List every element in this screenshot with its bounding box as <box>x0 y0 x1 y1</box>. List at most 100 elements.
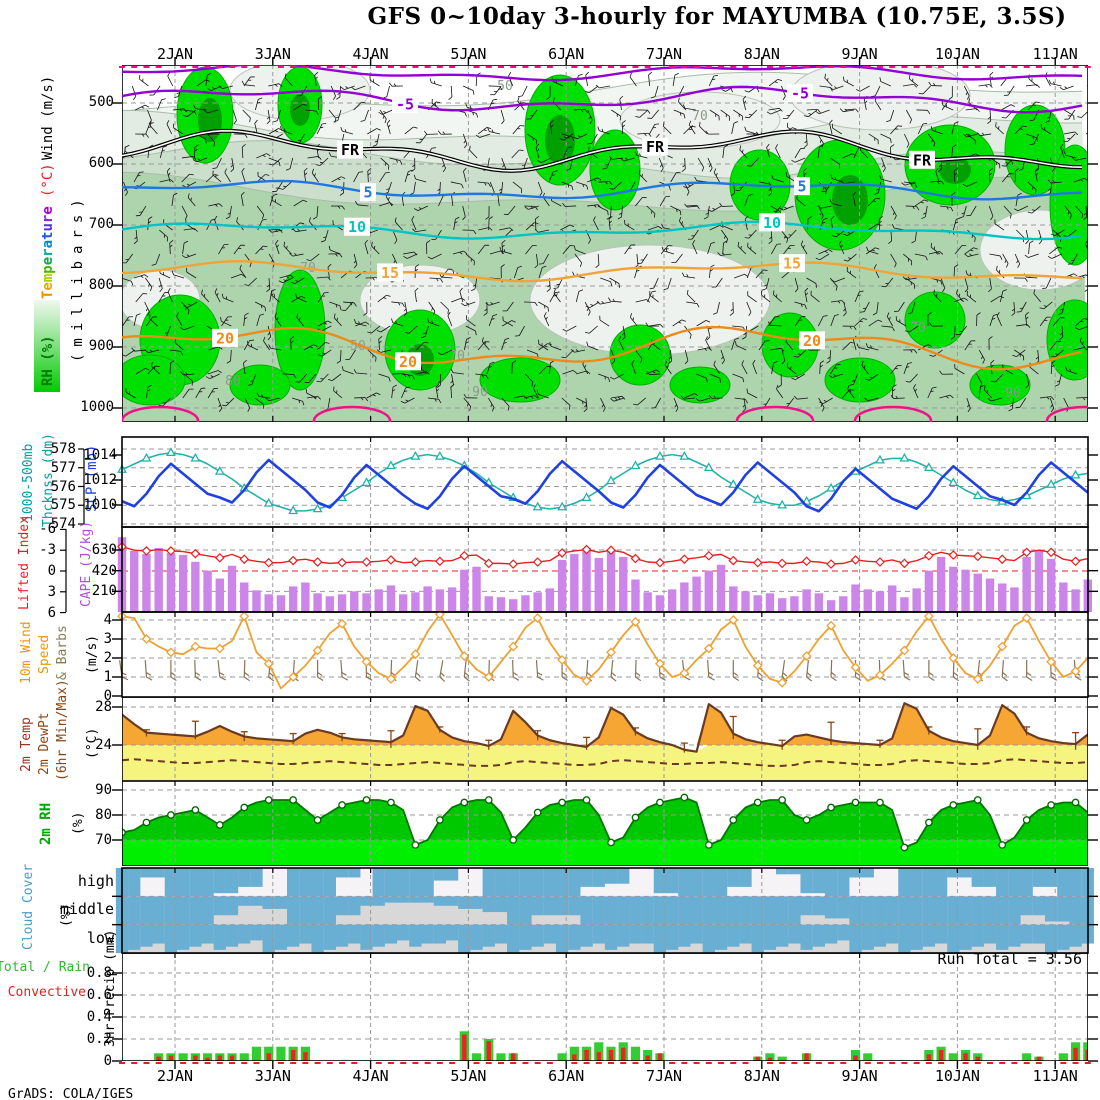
svg-text:FR: FR <box>913 151 932 169</box>
pressure-tick-label: 500 <box>88 94 114 110</box>
wind10m-label-2: Speed <box>37 634 52 674</box>
date-label-top: 7JAN <box>645 45 683 63</box>
precip-tick-label: 0 <box>103 1053 112 1069</box>
svg-text:80: 80 <box>225 374 241 389</box>
upper-wind-barbs <box>122 71 1088 413</box>
date-label-bottom: 6JAN <box>548 1067 585 1085</box>
temperature-letter: e <box>40 206 56 215</box>
svg-text:-5: -5 <box>791 85 809 103</box>
temp-tick-label: 24 <box>95 737 112 753</box>
cape-tick-label: 420 <box>91 562 117 579</box>
date-label-bottom: 8JAN <box>743 1067 780 1085</box>
svg-text:FR: FR <box>646 138 665 156</box>
wind10m-panel <box>117 609 1089 698</box>
slp-tick-label: 1014 <box>83 447 117 463</box>
svg-text:15: 15 <box>381 264 399 282</box>
cloud-cover-label: Cloud Cover <box>21 863 36 950</box>
slp-thickness-panel <box>117 436 1089 528</box>
svg-text:70: 70 <box>692 109 708 124</box>
svg-text:90: 90 <box>472 385 488 400</box>
temperature-letter: r <box>40 248 56 257</box>
svg-text:70: 70 <box>910 321 926 336</box>
pressure-tick-label: 1000 <box>80 399 114 415</box>
date-label-top: 6JAN <box>548 45 585 63</box>
li-tick-label: 0 <box>47 563 56 579</box>
upper-temp-contours: -5 -5 FR FR FR 5 5 10 10 15 15 20 20 20 <box>122 65 1088 422</box>
thickness-tick-label: 576 <box>50 478 76 495</box>
svg-text:10: 10 <box>763 214 781 232</box>
date-label-top: 5JAN <box>450 45 487 63</box>
date-label-top: 3JAN <box>254 45 291 63</box>
temperature-letter: a <box>40 239 56 249</box>
date-label-bottom: 10JAN <box>934 1067 980 1085</box>
svg-text:10: 10 <box>348 218 366 236</box>
li-tick-label: -6 <box>39 521 56 538</box>
pressure-tick-label: 900 <box>88 338 114 354</box>
precip-tick-label: 0.2 <box>86 1031 112 1047</box>
wind-tick-label: 0 <box>103 688 112 704</box>
svg-text:5: 5 <box>797 178 806 196</box>
upper-wind-label: Wind (m/s) <box>40 75 56 160</box>
temp2m-panel <box>122 697 1088 781</box>
date-label-bottom: 9JAN <box>841 1067 878 1085</box>
dewpt2m-label: 2m DewPt <box>37 712 52 775</box>
wind-tick-label: 1 <box>103 669 112 685</box>
svg-text:FR: FR <box>341 141 360 159</box>
wind-tick-label: 3 <box>103 631 112 647</box>
rh-tick-label: 90 <box>95 782 112 798</box>
date-label-bottom: 11JAN <box>1032 1067 1078 1085</box>
date-label-bottom: 2JAN <box>156 1067 194 1085</box>
rh-legend-swatch <box>34 300 60 392</box>
date-label-top: 8JAN <box>743 45 780 63</box>
wind10m-label-1: 10m Wind <box>19 621 34 684</box>
rh-tick-label: 80 <box>95 807 112 823</box>
thickness-tick-label: 577 <box>50 459 76 476</box>
thickness-tick-label: 575 <box>50 497 76 514</box>
wind-tick-label: 4 <box>103 612 112 628</box>
pressure-tick-label: 800 <box>88 277 114 293</box>
temperature-letter: e <box>40 256 56 266</box>
svg-text:-5: -5 <box>396 95 414 113</box>
cape-tick-label: 630 <box>91 542 117 558</box>
date-label-bottom: 7JAN <box>645 1067 683 1085</box>
cape-li-panel <box>117 526 1092 613</box>
svg-text:5: 5 <box>363 184 372 202</box>
cape-tick-label: 210 <box>91 583 117 600</box>
cloud-band-label: high <box>77 872 114 890</box>
rh-tick-label: 70 <box>95 832 112 848</box>
precip-total-label: Total / Rain <box>0 960 90 975</box>
svg-text:15: 15 <box>783 255 801 273</box>
cloud-band-label: middle <box>59 900 114 919</box>
slp-tick-label: 1012 <box>83 472 117 488</box>
temp-tick-label: 28 <box>95 699 112 715</box>
cloud-band-label: low <box>86 928 114 947</box>
date-label-bottom: 3JAN <box>254 1067 291 1085</box>
date-label-top: 11JAN <box>1032 45 1078 63</box>
svg-text:50: 50 <box>497 79 513 94</box>
pressure-tick-label: 600 <box>88 155 114 171</box>
slp-tick-label: 1010 <box>83 497 117 513</box>
precip-tick-label: 0.6 <box>86 987 112 1003</box>
temperature-letter: t <box>40 231 56 240</box>
page-title: GFS 0~10day 3-hourly for MAYUMBA (10.75E… <box>367 3 1067 30</box>
rh2m-panel <box>122 781 1088 866</box>
temperature-letter: p <box>40 265 56 274</box>
date-label-top: 10JAN <box>934 45 980 63</box>
date-label-top: 4JAN <box>352 45 389 63</box>
li-tick-label: 3 <box>47 583 56 600</box>
credit-text: GrADS: COLA/IGES <box>8 1087 134 1100</box>
cloud-cover-panel <box>115 867 1094 954</box>
svg-text:20: 20 <box>399 353 417 371</box>
li-tick-label: -3 <box>39 542 56 559</box>
thickness-tick-label: 574 <box>50 516 76 532</box>
precip-tick-label: 0.8 <box>86 965 112 981</box>
temp2m-label: 2m Temp <box>19 717 34 772</box>
li-tick-label: 6 <box>47 604 56 621</box>
wind-tick-label: 2 <box>103 650 112 666</box>
date-label-top: 2JAN <box>156 45 194 63</box>
date-label-bottom: 4JAN <box>352 1067 389 1085</box>
precip-panel <box>122 953 1088 1061</box>
